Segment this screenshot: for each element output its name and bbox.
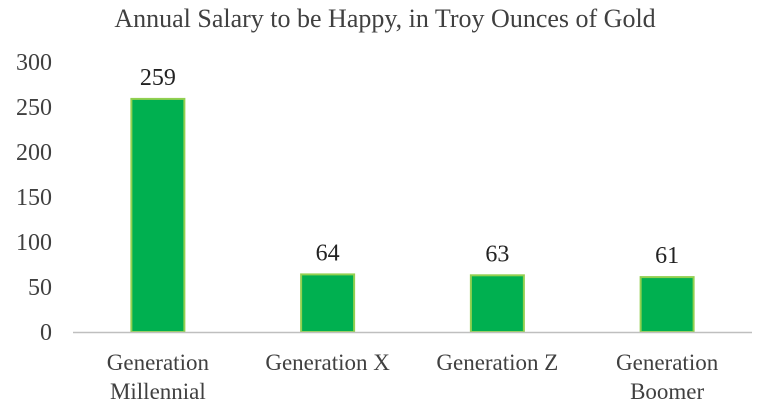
x-tick-label: Generation Z: [436, 350, 558, 375]
category-labels-group: Generation Millennial Generation X Generati…: [107, 350, 719, 404]
x-tick-label: Generation Boomer: [616, 350, 719, 404]
x-tick-label-line: Generation Z: [436, 350, 558, 375]
data-label: 259: [140, 65, 176, 91]
y-axis-ticks: 0 50 100 150 200 250 300: [16, 50, 52, 346]
y-tick-label: 250: [16, 95, 52, 121]
x-tick-label: Generation Millennial: [107, 350, 210, 404]
y-tick-label: 50: [28, 275, 52, 301]
bar: [300, 273, 356, 333]
x-tick-label-line: Millennial: [110, 379, 206, 404]
y-tick-label: 100: [16, 230, 52, 256]
x-tick-label-line: Generation: [107, 350, 210, 375]
y-tick-label: 0: [40, 320, 52, 346]
x-tick-label: Generation X: [265, 350, 390, 375]
x-tick-label-line: Boomer: [630, 379, 704, 404]
bar: [469, 274, 525, 333]
bar: [639, 276, 695, 334]
bar: [130, 97, 186, 334]
y-tick-label: 200: [16, 140, 52, 166]
data-label: 64: [316, 240, 340, 266]
x-tick-label-line: Generation X: [265, 350, 390, 375]
data-label: 61: [655, 243, 679, 269]
data-label: 63: [485, 241, 509, 267]
y-tick-label: 300: [16, 50, 52, 76]
bars-group: [130, 97, 695, 334]
y-tick-label: 150: [16, 185, 52, 211]
x-tick-label-line: Generation: [616, 350, 719, 375]
chart-title: Annual Salary to be Happy, in Troy Ounce…: [114, 4, 655, 33]
data-labels-group: 259 64 63 61: [140, 65, 679, 269]
